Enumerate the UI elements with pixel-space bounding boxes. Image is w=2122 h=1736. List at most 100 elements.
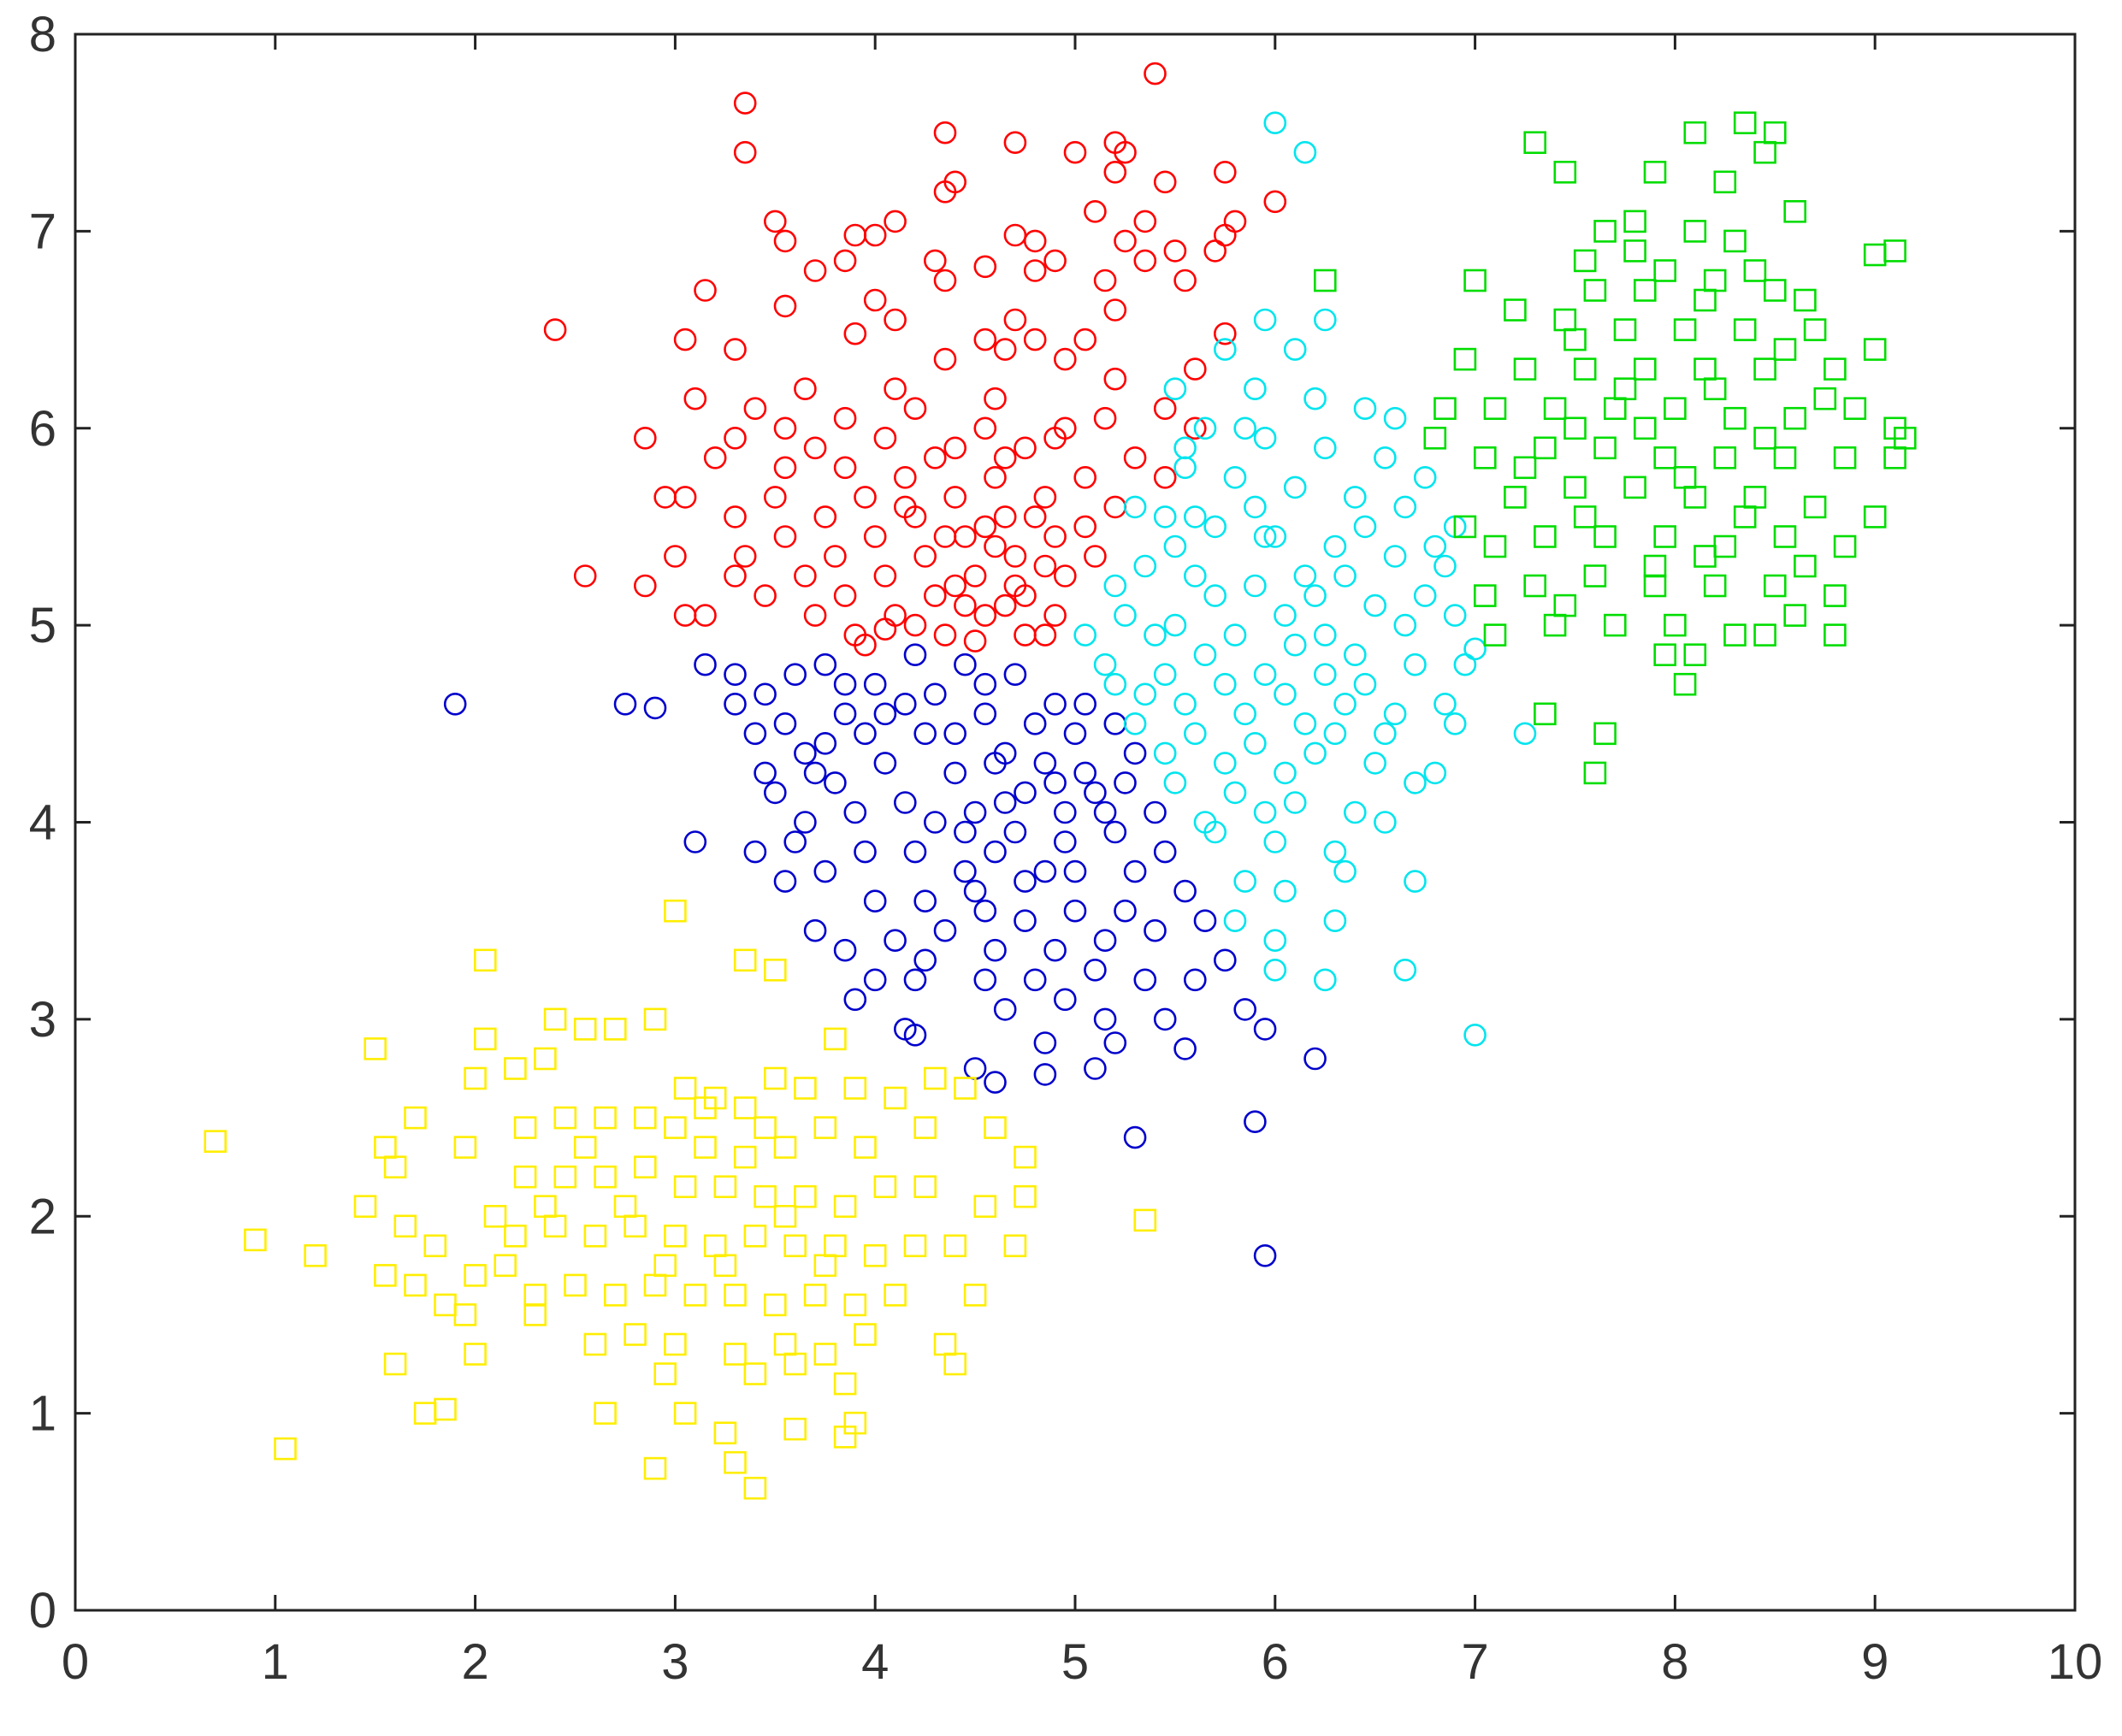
point xyxy=(733,140,757,164)
point xyxy=(1653,259,1676,282)
point xyxy=(1033,623,1057,647)
point xyxy=(884,1284,907,1307)
point xyxy=(1583,279,1607,302)
point xyxy=(1253,308,1277,332)
point xyxy=(1084,959,1107,982)
point xyxy=(1153,397,1177,421)
point xyxy=(1314,623,1337,647)
x-tick-label: 0 xyxy=(62,1634,89,1690)
point xyxy=(643,1007,667,1031)
x-tick-label: 1 xyxy=(262,1634,289,1690)
point xyxy=(1723,229,1747,253)
axis-ticks xyxy=(74,32,2077,1612)
point xyxy=(954,820,977,844)
point xyxy=(1504,486,1527,509)
point xyxy=(353,1195,377,1218)
point xyxy=(1333,564,1357,588)
point xyxy=(913,948,937,972)
point xyxy=(664,1225,687,1248)
point xyxy=(573,1018,597,1041)
point xyxy=(1283,633,1307,657)
point xyxy=(673,1402,697,1425)
point xyxy=(1773,338,1797,361)
point xyxy=(1153,505,1177,528)
point xyxy=(863,1244,887,1267)
point xyxy=(733,948,757,972)
point xyxy=(553,1165,577,1189)
point xyxy=(1153,663,1177,687)
point xyxy=(943,436,966,460)
point xyxy=(573,564,597,588)
point xyxy=(993,791,1017,814)
point xyxy=(903,968,927,992)
point xyxy=(543,1007,567,1031)
point xyxy=(1413,584,1437,607)
point xyxy=(863,672,887,696)
point xyxy=(1054,988,1077,1012)
point xyxy=(1683,220,1707,243)
point xyxy=(1123,1125,1147,1149)
point xyxy=(894,465,917,489)
point xyxy=(1653,643,1676,667)
point xyxy=(1003,1234,1027,1258)
point xyxy=(1453,515,1477,539)
point xyxy=(763,1066,787,1090)
point xyxy=(1153,465,1177,489)
point xyxy=(1423,426,1447,450)
point xyxy=(1093,269,1117,292)
point xyxy=(1153,840,1177,864)
point xyxy=(724,1284,747,1307)
point xyxy=(1274,761,1297,785)
point xyxy=(1123,859,1147,883)
point xyxy=(653,1254,677,1278)
point xyxy=(873,617,897,641)
point xyxy=(1433,554,1457,578)
point xyxy=(1293,140,1317,164)
point xyxy=(1474,584,1497,607)
point xyxy=(1463,269,1487,292)
point xyxy=(1743,259,1767,282)
point xyxy=(1353,515,1377,539)
point xyxy=(713,1421,737,1444)
point xyxy=(973,328,997,351)
point xyxy=(304,1244,327,1267)
y-tick-label: 1 xyxy=(29,1386,56,1442)
point xyxy=(483,1205,507,1228)
point xyxy=(1214,752,1237,775)
point xyxy=(1274,682,1297,706)
point xyxy=(1303,387,1327,410)
point xyxy=(1794,554,1817,578)
point xyxy=(1283,791,1307,814)
point xyxy=(1713,446,1737,469)
point xyxy=(1753,623,1776,647)
point xyxy=(464,1343,487,1366)
point xyxy=(1003,663,1027,687)
point xyxy=(1333,859,1357,883)
point xyxy=(1413,465,1437,489)
point xyxy=(803,604,827,627)
point xyxy=(694,1136,717,1159)
point xyxy=(1613,318,1637,341)
point xyxy=(813,1343,837,1366)
point xyxy=(1863,338,1887,361)
point xyxy=(1063,899,1087,923)
point xyxy=(1634,357,1657,381)
point xyxy=(1383,545,1407,568)
point xyxy=(854,1136,877,1159)
point xyxy=(1103,367,1127,391)
point xyxy=(1374,446,1397,469)
point xyxy=(933,180,957,204)
point xyxy=(613,1195,637,1218)
point xyxy=(724,1450,747,1474)
point xyxy=(1054,347,1077,371)
point xyxy=(1214,161,1237,184)
point xyxy=(1063,722,1087,746)
point xyxy=(1534,702,1557,726)
point xyxy=(1433,692,1457,716)
point xyxy=(1513,722,1537,746)
point xyxy=(1043,525,1067,548)
point xyxy=(843,1077,867,1100)
point xyxy=(1733,318,1757,341)
x-tick-label: 6 xyxy=(1262,1634,1289,1690)
point xyxy=(833,249,857,273)
